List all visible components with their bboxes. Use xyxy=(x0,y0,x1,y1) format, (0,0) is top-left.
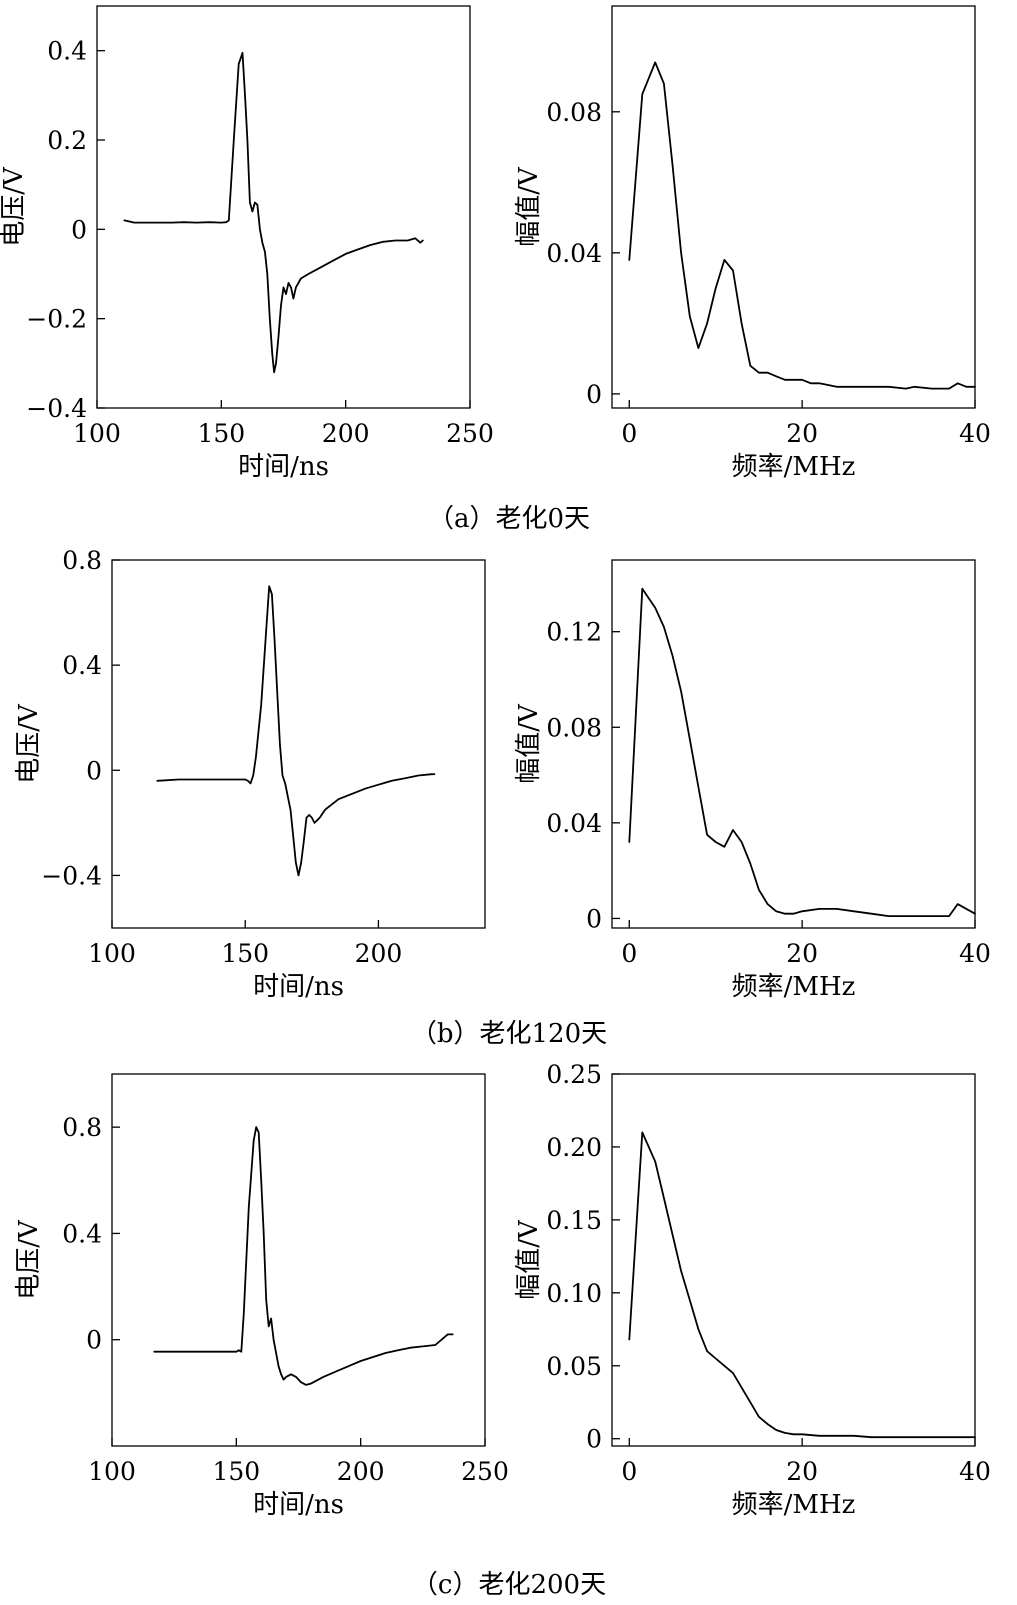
x-tick-label: 250 xyxy=(446,419,494,448)
x-axis-label: 时间/ns xyxy=(253,1490,344,1520)
y-tick-label: 0 xyxy=(71,215,87,244)
x-tick-label: 100 xyxy=(88,939,136,968)
y-tick-label: 0.08 xyxy=(546,98,602,127)
chart-panel-a-time: 100 150 200 250 −0.4 −0.2 0 0.2 0.4 时间/ns 电压/V xyxy=(0,5,494,482)
y-tick-label: 0.04 xyxy=(546,239,602,268)
chart-panel-b-freq: 0 20 40 0 0.04 0.08 0.12 频率/MHz 幅值/V xyxy=(514,559,991,1002)
y-tick-label: 0.8 xyxy=(62,546,102,575)
series-line xyxy=(153,1126,454,1386)
y-tick-label: −0.2 xyxy=(26,305,87,334)
y-tick-label: 0 xyxy=(586,904,602,933)
y-tick-label: −0.4 xyxy=(26,394,87,423)
y-tick-label: −0.4 xyxy=(41,861,102,890)
y-tick-label: 0.12 xyxy=(546,618,602,647)
y-axis-label: 幅值/V xyxy=(514,166,544,247)
x-tick-label: 100 xyxy=(88,1457,136,1486)
plot-frame xyxy=(611,5,976,409)
y-tick-label: 0 xyxy=(86,756,102,785)
caption-b: （b）老化120天 xyxy=(411,1019,607,1049)
x-tick-label: 20 xyxy=(786,939,818,968)
x-axis-label: 时间/ns xyxy=(238,452,329,482)
chart-panel-b-time: 100 150 200 −0.4 0 0.4 0.8 时间/ns 电压/V xyxy=(14,546,486,1002)
x-tick-label: 150 xyxy=(212,1457,260,1486)
series-line xyxy=(156,585,436,877)
x-tick-label: 200 xyxy=(322,419,370,448)
plot-frame xyxy=(111,1073,486,1447)
x-axis-label: 频率/MHz xyxy=(732,1490,856,1520)
y-tick-label: 0.25 xyxy=(546,1060,602,1089)
x-tick-label: 200 xyxy=(337,1457,385,1486)
x-tick-label: 0 xyxy=(621,419,637,448)
chart-panel-c-freq: 0 20 40 0 0.05 0.10 0.15 0.20 0.25 频率/MHz 幅值/V xyxy=(514,1060,991,1520)
series-line xyxy=(628,587,976,917)
x-tick-label: 20 xyxy=(786,419,818,448)
series-line xyxy=(123,52,424,374)
y-tick-label: 0.4 xyxy=(62,1219,102,1248)
x-tick-label: 150 xyxy=(221,939,269,968)
x-axis-label: 时间/ns xyxy=(253,972,344,1002)
y-tick-label: 0 xyxy=(586,380,602,409)
y-axis-label: 电压/V xyxy=(14,703,44,784)
x-axis-label: 频率/MHz xyxy=(732,452,856,482)
y-axis-label: 电压/V xyxy=(14,1219,44,1300)
x-tick-label: 100 xyxy=(73,419,121,448)
series-line xyxy=(628,1131,976,1439)
caption-c: （c）老化200天 xyxy=(412,1570,606,1600)
series-line xyxy=(628,61,976,390)
y-axis-label: 幅值/V xyxy=(514,703,544,784)
chart-panel-a-freq: 0 20 40 0 0.04 0.08 频率/MHz 幅值/V xyxy=(514,5,991,482)
x-tick-label: 250 xyxy=(461,1457,509,1486)
y-tick-label: 0 xyxy=(86,1326,102,1355)
x-tick-label: 40 xyxy=(959,939,991,968)
x-axis-label: 频率/MHz xyxy=(732,972,856,1002)
chart-panel-c-time: 100 150 200 250 0 0.4 0.8 时间/ns 电压/V xyxy=(14,1073,509,1520)
caption-a: （a）老化0天 xyxy=(428,504,590,534)
y-tick-label: 0.15 xyxy=(546,1206,602,1235)
x-tick-label: 0 xyxy=(621,939,637,968)
x-tick-label: 0 xyxy=(621,1457,637,1486)
x-tick-label: 150 xyxy=(197,419,245,448)
plot-frame xyxy=(611,1073,976,1447)
x-tick-label: 20 xyxy=(786,1457,818,1486)
x-tick-label: 40 xyxy=(959,419,991,448)
y-axis-label: 幅值/V xyxy=(514,1219,544,1300)
y-tick-label: 0.20 xyxy=(546,1133,602,1162)
y-tick-label: 0.4 xyxy=(62,651,102,680)
y-axis-label: 电压/V xyxy=(0,166,29,247)
y-tick-label: 0.04 xyxy=(546,809,602,838)
plot-frame xyxy=(96,5,471,409)
plot-frame xyxy=(611,559,976,929)
y-tick-label: 0.8 xyxy=(62,1113,102,1142)
y-tick-label: 0.08 xyxy=(546,713,602,742)
y-tick-label: 0.4 xyxy=(47,37,87,66)
x-tick-label: 40 xyxy=(959,1457,991,1486)
y-tick-label: 0 xyxy=(586,1425,602,1454)
plot-frame xyxy=(111,559,486,929)
x-tick-label: 200 xyxy=(355,939,403,968)
y-tick-label: 0.2 xyxy=(47,126,87,155)
y-tick-label: 0.10 xyxy=(546,1279,602,1308)
y-tick-label: 0.05 xyxy=(546,1352,602,1381)
